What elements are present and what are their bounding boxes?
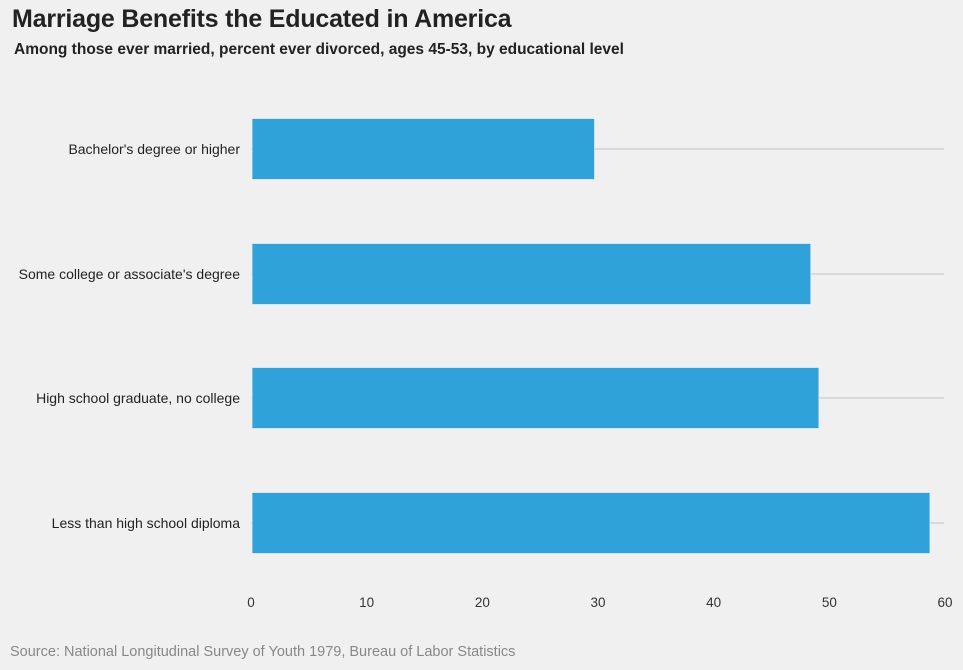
category-label: High school graduate, no college bbox=[36, 390, 240, 406]
x-tick-label: 60 bbox=[937, 595, 952, 610]
category-label: Some college or associate's degree bbox=[19, 266, 241, 282]
x-axis-ticks: 0 10 20 30 40 50 60 bbox=[247, 595, 952, 610]
bars bbox=[251, 118, 931, 554]
x-tick-label: 50 bbox=[822, 595, 837, 610]
x-tick-label: 20 bbox=[475, 595, 490, 610]
x-tick-label: 30 bbox=[590, 595, 605, 610]
bar bbox=[251, 118, 595, 180]
chart-subtitle: Among those ever married, percent ever d… bbox=[14, 41, 624, 58]
category-label: Less than high school diploma bbox=[52, 515, 241, 531]
source-note: Source: National Longitudinal Survey of … bbox=[10, 644, 516, 660]
gridlines bbox=[251, 148, 944, 524]
x-tick-label: 0 bbox=[247, 595, 255, 610]
chart-title: Marriage Benefits the Educated in Americ… bbox=[12, 5, 512, 33]
bar bbox=[251, 492, 931, 554]
category-label: Bachelor's degree or higher bbox=[68, 141, 240, 157]
x-tick-label: 40 bbox=[706, 595, 721, 610]
category-labels: Bachelor's degree or higher Some college … bbox=[19, 141, 241, 531]
x-tick-label: 10 bbox=[359, 595, 374, 610]
bar bbox=[251, 367, 820, 429]
bar bbox=[251, 243, 812, 305]
